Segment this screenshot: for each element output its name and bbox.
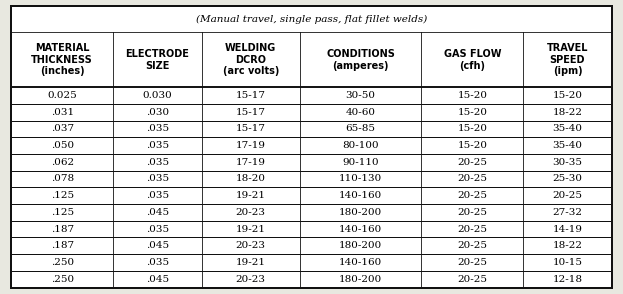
Text: 30-50: 30-50 — [346, 91, 376, 100]
Text: .045: .045 — [146, 275, 169, 284]
Text: .125: .125 — [50, 208, 74, 217]
Text: .035: .035 — [146, 258, 169, 267]
Text: TRAVEL
SPEED
(ipm): TRAVEL SPEED (ipm) — [547, 43, 588, 76]
Text: 140-160: 140-160 — [339, 225, 383, 233]
Text: .035: .035 — [146, 124, 169, 133]
Text: .078: .078 — [50, 174, 74, 183]
Text: 20-25: 20-25 — [457, 174, 487, 183]
Text: CONDITIONS
(amperes): CONDITIONS (amperes) — [326, 49, 395, 71]
Text: 10-15: 10-15 — [553, 258, 583, 267]
Text: 20-25: 20-25 — [457, 241, 487, 250]
Text: 30-35: 30-35 — [553, 158, 583, 167]
Text: 140-160: 140-160 — [339, 191, 383, 200]
Text: .031: .031 — [50, 108, 74, 117]
Text: 15-17: 15-17 — [235, 108, 266, 117]
Text: 27-32: 27-32 — [553, 208, 583, 217]
Text: 14-19: 14-19 — [553, 225, 583, 233]
Text: 20-25: 20-25 — [457, 191, 487, 200]
Text: .125: .125 — [50, 191, 74, 200]
Text: 35-40: 35-40 — [553, 124, 583, 133]
Text: .250: .250 — [50, 258, 74, 267]
Text: 19-21: 19-21 — [235, 191, 266, 200]
Text: 20-25: 20-25 — [457, 208, 487, 217]
Text: 20-23: 20-23 — [235, 241, 266, 250]
Text: WELDING
DCRO
(arc volts): WELDING DCRO (arc volts) — [222, 43, 279, 76]
Text: 20-23: 20-23 — [235, 208, 266, 217]
Text: 20-25: 20-25 — [457, 225, 487, 233]
Text: 40-60: 40-60 — [346, 108, 376, 117]
Text: .250: .250 — [50, 275, 74, 284]
Text: 90-110: 90-110 — [343, 158, 379, 167]
Text: 80-100: 80-100 — [343, 141, 379, 150]
Text: .187: .187 — [50, 225, 74, 233]
Text: .035: .035 — [146, 174, 169, 183]
Text: .187: .187 — [50, 241, 74, 250]
Text: 15-17: 15-17 — [235, 91, 266, 100]
Text: 18-22: 18-22 — [553, 241, 583, 250]
Text: 15-20: 15-20 — [457, 124, 487, 133]
Text: .035: .035 — [146, 141, 169, 150]
Text: .037: .037 — [50, 124, 74, 133]
Text: 35-40: 35-40 — [553, 141, 583, 150]
Text: 17-19: 17-19 — [235, 141, 266, 150]
Text: 20-25: 20-25 — [457, 258, 487, 267]
Text: 20-25: 20-25 — [553, 191, 583, 200]
Text: 15-20: 15-20 — [457, 141, 487, 150]
Text: 65-85: 65-85 — [346, 124, 376, 133]
Text: 12-18: 12-18 — [553, 275, 583, 284]
Text: 20-25: 20-25 — [457, 275, 487, 284]
Text: 15-17: 15-17 — [235, 124, 266, 133]
Text: 180-200: 180-200 — [339, 208, 383, 217]
Text: (Manual travel, single pass, flat fillet welds): (Manual travel, single pass, flat fillet… — [196, 15, 427, 24]
Text: 15-20: 15-20 — [457, 91, 487, 100]
Text: 17-19: 17-19 — [235, 158, 266, 167]
Text: 18-22: 18-22 — [553, 108, 583, 117]
Text: .050: .050 — [50, 141, 74, 150]
Text: 180-200: 180-200 — [339, 275, 383, 284]
Text: 0.030: 0.030 — [143, 91, 172, 100]
Text: 180-200: 180-200 — [339, 241, 383, 250]
Text: GAS FLOW
(cfh): GAS FLOW (cfh) — [444, 49, 501, 71]
Text: 19-21: 19-21 — [235, 258, 266, 267]
Text: 140-160: 140-160 — [339, 258, 383, 267]
Text: 20-25: 20-25 — [457, 158, 487, 167]
Text: 19-21: 19-21 — [235, 225, 266, 233]
Text: .045: .045 — [146, 241, 169, 250]
Text: .062: .062 — [50, 158, 74, 167]
Text: 18-20: 18-20 — [235, 174, 266, 183]
Text: .035: .035 — [146, 225, 169, 233]
Text: 20-23: 20-23 — [235, 275, 266, 284]
Text: .045: .045 — [146, 208, 169, 217]
Text: .035: .035 — [146, 158, 169, 167]
Text: .030: .030 — [146, 108, 169, 117]
Text: 110-130: 110-130 — [339, 174, 383, 183]
Text: 15-20: 15-20 — [553, 91, 583, 100]
Text: ELECTRODE
SIZE: ELECTRODE SIZE — [125, 49, 189, 71]
Text: 25-30: 25-30 — [553, 174, 583, 183]
Text: 0.025: 0.025 — [47, 91, 77, 100]
Text: .035: .035 — [146, 191, 169, 200]
Text: 15-20: 15-20 — [457, 108, 487, 117]
Text: MATERIAL
THICKNESS
(inches): MATERIAL THICKNESS (inches) — [31, 43, 93, 76]
